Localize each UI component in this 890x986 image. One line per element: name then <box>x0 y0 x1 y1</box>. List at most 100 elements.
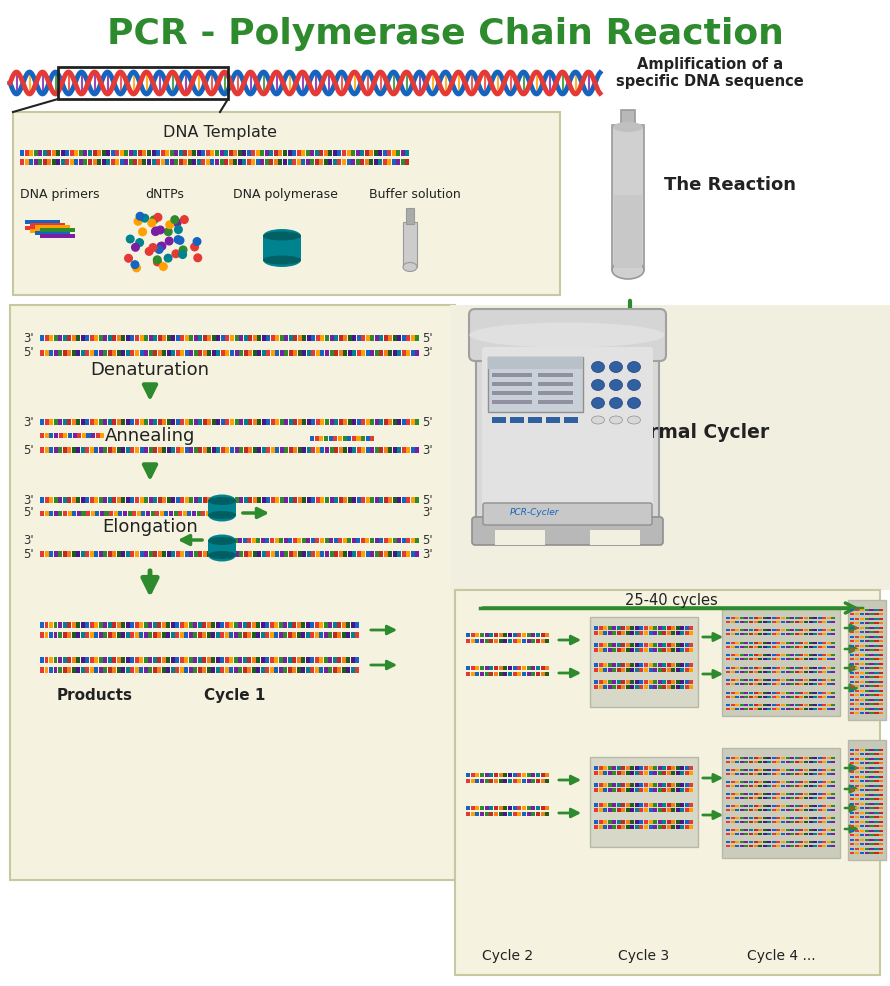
Bar <box>855 789 859 791</box>
Bar <box>799 820 804 823</box>
Bar <box>252 632 255 638</box>
Bar <box>471 672 474 676</box>
Bar <box>827 760 831 763</box>
Bar <box>351 622 355 628</box>
Bar <box>860 789 864 791</box>
Bar <box>325 335 329 341</box>
Bar <box>776 809 781 811</box>
Bar <box>270 657 274 663</box>
Bar <box>813 785 817 788</box>
Bar <box>25 159 28 165</box>
Bar <box>43 159 46 165</box>
Bar <box>813 841 817 843</box>
Bar <box>287 622 292 628</box>
Bar <box>392 150 396 156</box>
Bar <box>357 497 360 503</box>
Bar <box>233 150 237 156</box>
Bar <box>786 820 789 823</box>
Bar <box>40 511 44 516</box>
Bar <box>818 760 821 763</box>
Bar <box>864 789 869 791</box>
Bar <box>879 794 884 797</box>
Bar <box>874 608 878 611</box>
Bar <box>786 832 789 835</box>
Bar <box>302 537 306 542</box>
Bar <box>635 685 639 689</box>
Bar <box>667 771 671 775</box>
Bar <box>239 447 243 453</box>
Bar <box>471 666 474 670</box>
Bar <box>53 497 58 503</box>
Bar <box>813 620 817 623</box>
Bar <box>328 436 333 441</box>
Bar <box>763 841 766 843</box>
Bar <box>546 672 549 676</box>
Bar <box>804 642 808 645</box>
Bar <box>485 806 489 810</box>
Bar <box>649 825 652 829</box>
Bar <box>387 159 392 165</box>
Bar <box>644 804 648 807</box>
Bar <box>767 670 772 673</box>
Bar <box>799 654 804 657</box>
Bar <box>125 150 128 156</box>
Bar <box>166 497 171 503</box>
Bar <box>680 664 684 667</box>
Bar <box>860 612 864 615</box>
Bar <box>685 804 689 807</box>
Bar <box>813 642 817 645</box>
Bar <box>804 832 808 835</box>
Bar <box>283 622 287 628</box>
Bar <box>148 632 152 638</box>
Bar <box>72 511 77 516</box>
Bar <box>86 433 91 438</box>
Bar <box>594 664 598 667</box>
Bar <box>265 537 270 542</box>
Bar <box>221 632 224 638</box>
Bar <box>498 812 503 816</box>
Bar <box>94 667 98 673</box>
Ellipse shape <box>592 362 604 373</box>
Bar <box>303 335 306 341</box>
Bar <box>383 159 387 165</box>
Bar <box>676 669 680 671</box>
Ellipse shape <box>612 261 644 279</box>
Bar <box>311 667 314 673</box>
Bar <box>329 447 334 453</box>
Bar <box>658 669 661 671</box>
Bar <box>270 159 273 165</box>
Bar <box>99 632 102 638</box>
Bar <box>855 671 859 674</box>
Bar <box>649 631 652 635</box>
Ellipse shape <box>263 253 301 267</box>
Bar <box>855 684 859 687</box>
Bar <box>870 798 874 801</box>
Bar <box>375 447 379 453</box>
Bar <box>644 626 648 630</box>
Bar <box>131 551 134 557</box>
Bar <box>162 350 166 356</box>
Bar <box>754 820 757 823</box>
Bar <box>118 511 122 516</box>
Bar <box>384 335 388 341</box>
Bar <box>384 447 388 453</box>
Bar <box>831 809 836 811</box>
Bar <box>215 159 219 165</box>
Bar <box>860 680 864 683</box>
Bar <box>235 335 239 341</box>
Bar <box>786 616 789 619</box>
Bar <box>531 633 536 637</box>
Bar <box>855 622 859 624</box>
Bar <box>748 756 753 759</box>
Bar <box>147 159 151 165</box>
Bar <box>864 671 869 674</box>
Bar <box>536 633 540 637</box>
Bar <box>799 773 804 775</box>
Bar <box>247 657 251 663</box>
Bar <box>658 788 661 792</box>
Bar <box>772 633 776 635</box>
Bar <box>799 760 804 763</box>
Bar <box>298 497 302 503</box>
Bar <box>874 663 878 666</box>
Bar <box>864 820 869 823</box>
